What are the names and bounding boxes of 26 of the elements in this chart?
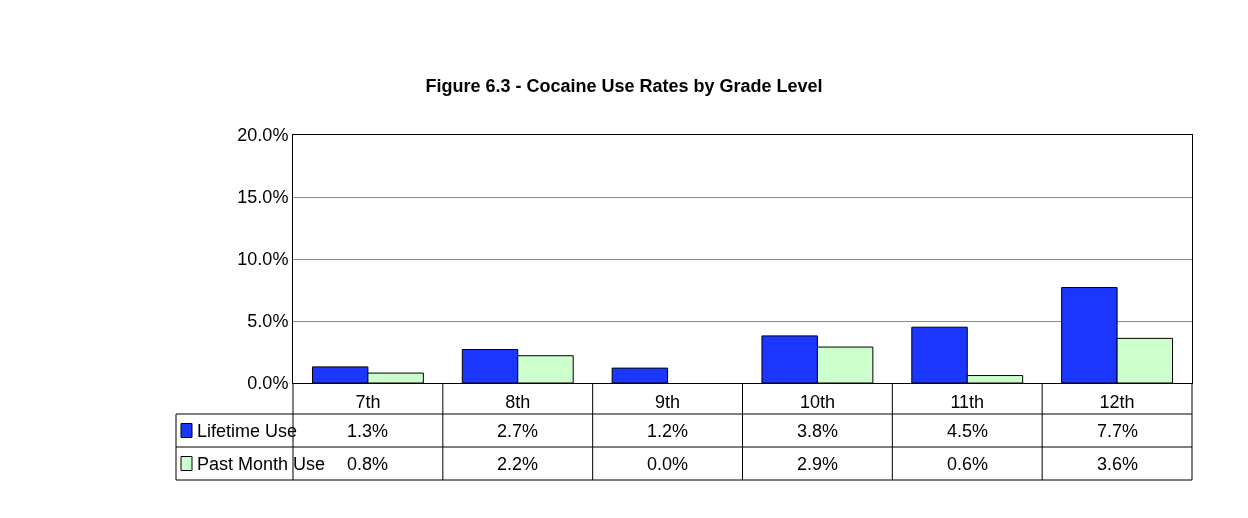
data-label: 2.9% — [797, 454, 839, 474]
y-tick-label: 0.0% — [247, 373, 289, 394]
y-tick-label: 10.0% — [237, 249, 289, 270]
data-label: 0.6% — [947, 454, 989, 474]
data-label: 3.8% — [797, 421, 839, 441]
data-label: 0.8% — [347, 454, 389, 474]
x-tick-label: 10th — [799, 391, 835, 412]
data-label: 2.2% — [497, 454, 539, 474]
data-label: 4.5% — [947, 421, 989, 441]
data-label: 1.2% — [647, 421, 689, 441]
y-tick-label: 20.0% — [237, 125, 289, 146]
y-tick-label: 15.0% — [237, 187, 289, 208]
data-label: 2.7% — [497, 421, 539, 441]
legend-label: Lifetime Use — [197, 421, 298, 441]
legend-label: Past Month Use — [197, 454, 326, 474]
y-tick-label: 5.0% — [247, 311, 289, 332]
x-tick-label: 8th — [505, 391, 531, 412]
data-label: 1.3% — [347, 421, 389, 441]
chart-title: Figure 6.3 - Cocaine Use Rates by Grade Level — [425, 76, 823, 97]
data-label: 7.7% — [1097, 421, 1139, 441]
x-tick-label: 7th — [355, 391, 381, 412]
x-tick-label: 9th — [655, 391, 681, 412]
data-label: 0.0% — [647, 454, 689, 474]
x-tick-label: 11th — [950, 391, 985, 412]
x-tick-label: 12th — [1099, 391, 1135, 412]
data-label: 3.6% — [1097, 454, 1139, 474]
